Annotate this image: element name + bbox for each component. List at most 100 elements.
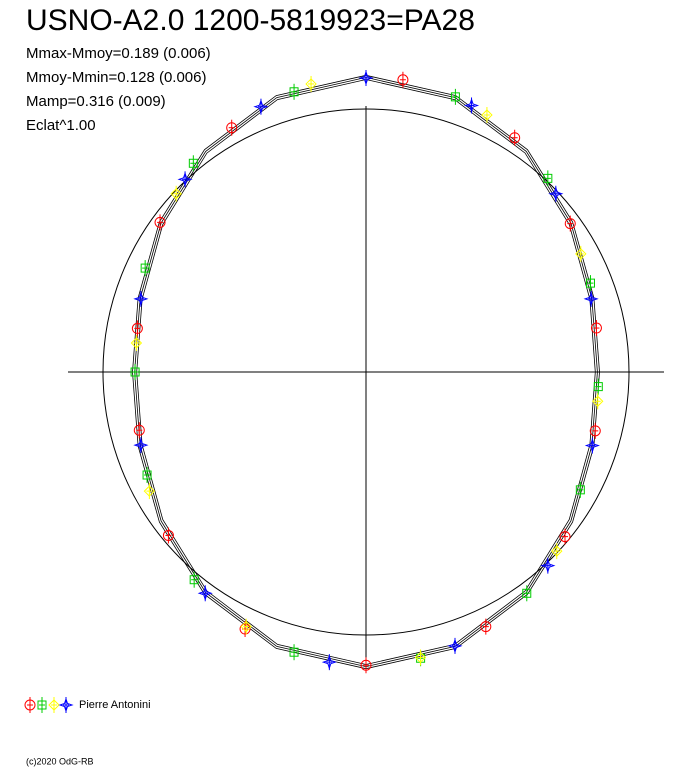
marker-shape <box>37 700 47 710</box>
data-point <box>450 88 460 105</box>
data-point <box>289 644 299 661</box>
marker-shape <box>197 585 213 601</box>
data-point <box>131 320 143 337</box>
data-point <box>480 618 492 635</box>
data-point <box>509 129 521 146</box>
data-point <box>559 528 571 545</box>
marker-shape <box>133 424 145 436</box>
chart-title: USNO-A2.0 1200-5819923=PA28 <box>26 4 475 37</box>
data-point <box>133 422 145 439</box>
marker-shape <box>584 437 600 454</box>
marker-shape <box>447 638 463 654</box>
data-point <box>143 483 156 500</box>
data-point <box>140 260 150 277</box>
data-point <box>240 618 252 635</box>
data-point <box>170 185 182 202</box>
marker-shape <box>585 278 595 288</box>
data-point <box>564 215 576 232</box>
subtitle-line: Mamp=0.316 (0.009) <box>26 93 166 110</box>
marker-shape <box>189 575 199 585</box>
marker-shape <box>551 545 563 557</box>
marker-shape <box>154 216 166 228</box>
data-point <box>239 621 251 638</box>
marker-shape <box>48 699 60 711</box>
data-point <box>447 637 463 654</box>
marker-shape <box>522 588 532 598</box>
data-point <box>142 467 152 484</box>
data-point <box>162 527 174 544</box>
marker-shape <box>481 109 493 121</box>
data-point <box>189 571 199 588</box>
marker-shape <box>24 699 36 711</box>
marker-shape <box>133 437 149 453</box>
legend-marker <box>58 697 74 713</box>
data-point <box>575 245 587 262</box>
footer: (c)2020 OdG-RB <box>26 756 94 766</box>
marker-shape <box>414 651 427 664</box>
data-point <box>540 557 556 574</box>
data-point <box>188 155 198 172</box>
subtitle-line: Mmoy-Mmin=0.128 (0.006) <box>26 69 206 86</box>
data-point <box>226 119 238 136</box>
data-point <box>197 585 213 602</box>
data-point <box>397 71 409 88</box>
subtitle-line: Mmax-Mmoy=0.189 (0.006) <box>26 45 211 62</box>
marker-shape <box>58 697 74 713</box>
marker-shape <box>130 367 140 377</box>
data-point <box>130 364 140 380</box>
data-point <box>289 83 299 100</box>
marker-shape <box>177 171 193 187</box>
marker-shape <box>143 485 156 497</box>
marker-shape <box>593 382 603 392</box>
marker-shape <box>289 647 299 657</box>
marker-shape <box>162 529 174 541</box>
marker-shape <box>480 621 492 633</box>
data-point <box>133 437 149 454</box>
marker-shape <box>358 70 374 86</box>
subtitle-line: Eclat^1.00 <box>26 117 96 134</box>
data-point <box>133 290 149 307</box>
data-point <box>575 481 585 498</box>
data-point <box>590 320 602 337</box>
marker-shape <box>131 322 143 334</box>
marker-shape <box>321 654 337 670</box>
data-point <box>130 334 143 351</box>
marker-shape <box>360 659 372 671</box>
data-point <box>591 393 604 410</box>
marker-shape <box>463 97 480 114</box>
legend-marker <box>24 697 36 713</box>
marker-shape <box>170 188 182 200</box>
data-point <box>154 214 166 231</box>
data-point <box>481 106 493 123</box>
marker-shape <box>188 158 198 168</box>
legend-label: Pierre Antonini <box>79 699 151 711</box>
marker-shape <box>509 132 521 144</box>
marker-shape <box>253 99 269 115</box>
marker-shape <box>140 263 150 273</box>
data-point <box>522 585 532 602</box>
data-point <box>463 97 480 114</box>
data-point <box>593 378 603 395</box>
marker-shape <box>540 558 556 574</box>
marker-shape <box>289 87 299 97</box>
data-point <box>321 654 337 671</box>
data-point <box>548 185 564 202</box>
marker-shape <box>543 173 553 183</box>
marker-shape <box>591 395 604 407</box>
marker-shape <box>548 186 564 202</box>
marker-shape <box>590 322 602 334</box>
reference-circle <box>102 108 630 636</box>
data-point <box>358 69 374 86</box>
marker-shape <box>239 623 251 635</box>
data-point <box>551 543 563 560</box>
legend-marker <box>48 697 60 713</box>
data-point <box>583 290 599 307</box>
marker-shape <box>575 248 587 260</box>
marker-shape <box>575 485 585 495</box>
data-point <box>253 98 269 115</box>
marker-shape <box>305 78 317 90</box>
data-point <box>543 170 553 187</box>
marker-shape <box>240 620 252 633</box>
marker-shape <box>559 531 571 543</box>
